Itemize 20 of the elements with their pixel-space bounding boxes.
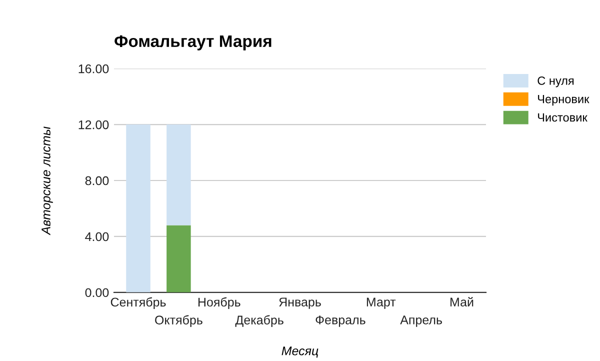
x-axis-title: Месяц [282,346,318,358]
chart-title: Фомальгаут Мария [114,35,272,50]
y-tick-label: 0.00 [85,288,109,298]
legend-label: С нуля [538,76,574,88]
x-tick-label: Октябрь [155,315,202,327]
x-tick-label: Январь [279,298,321,309]
legend-label: Чистовик [538,113,588,122]
y-tick-label: 16.00 [78,64,109,74]
y-tick-label: 8.00 [85,176,109,186]
y-tick-label: 4.00 [85,232,109,242]
y-axis-title: Авторские листы [42,126,53,236]
x-tick-label: Декабрь [235,315,284,327]
x-tick-label: Май [450,297,474,306]
legend-label: Черновик [538,95,590,106]
y-tick-label: 12.00 [78,120,109,130]
x-tick-label: Сентябрь [110,297,166,310]
x-tick-label: Ноябрь [198,297,240,310]
x-tick-label: Апрель [400,316,442,327]
x-tick-label: Март [366,298,396,309]
x-tick-label: Февраль [316,316,366,327]
